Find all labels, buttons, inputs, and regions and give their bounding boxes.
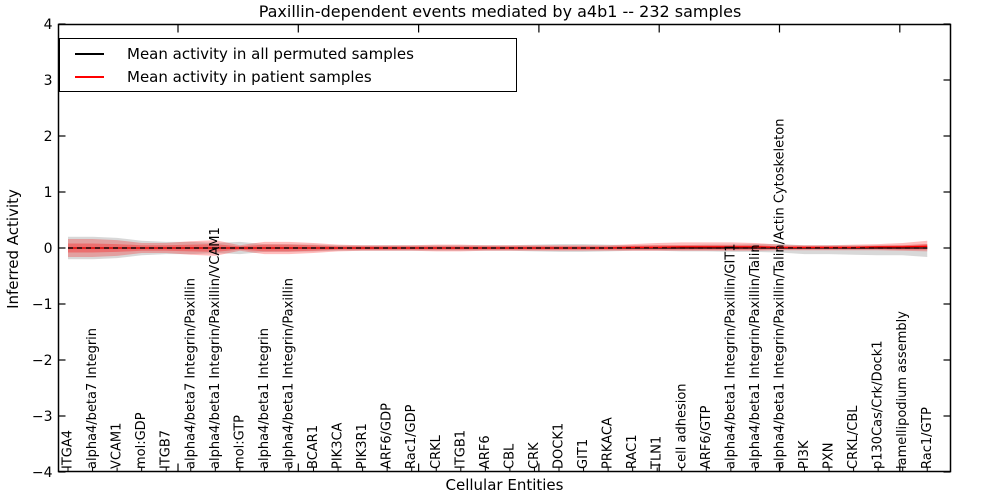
x-category-label: VCAM1 — [110, 423, 125, 469]
permuted-line-sample-icon — [75, 52, 104, 55]
x-category-label: CRKL — [429, 434, 444, 469]
x-category-label: DOCK1 — [552, 423, 567, 469]
x-category-label: Rac1/GDP — [404, 404, 419, 469]
x-category-label: cell adhesion — [674, 383, 689, 469]
chart-title: Paxillin-dependent events mediated by a4… — [258, 2, 742, 21]
x-category-label: PIK3R1 — [355, 423, 370, 469]
series-patient-mean-line — [68, 245, 928, 249]
x-category-label: CRK — [527, 442, 542, 469]
legend-item-permuted: Mean activity in all permuted samples — [60, 45, 516, 63]
y-tick-label: −1 — [32, 297, 53, 313]
x-axis-label: Cellular Entities — [445, 476, 564, 494]
x-category-label: ITGA4 — [61, 430, 76, 469]
x-category-label: RAC1 — [625, 434, 640, 469]
legend-label-patient: Mean activity in patient samples — [127, 67, 372, 86]
x-category-label: lamellipodium assembly — [895, 311, 910, 469]
x-category-label: mol:GTP — [232, 415, 247, 469]
x-category-label: TLN1 — [650, 436, 665, 470]
x-category-label: CRKL/CBL — [846, 405, 861, 469]
legend: Mean activity in all permuted samples Me… — [59, 38, 517, 92]
y-tick-label: 4 — [44, 17, 53, 33]
x-category-label: alpha4/beta7 Integrin — [85, 328, 100, 469]
x-category-label: PIK3CA — [331, 422, 346, 469]
x-category-label: Rac1/GTP — [920, 407, 935, 469]
x-category-label: alpha4/beta1 Integrin/Paxillin/Talin — [748, 244, 763, 469]
y-tick-label: −2 — [32, 353, 53, 369]
x-category-label: PI3K — [797, 440, 812, 469]
y-axis-label: Inferred Activity — [4, 189, 22, 309]
x-category-label: alpha4/beta1 Integrin/Paxillin/Talin/Act… — [772, 119, 787, 469]
x-category-label: CBL — [502, 443, 517, 469]
x-category-label: ITGB7 — [159, 430, 174, 469]
y-tick-label: −3 — [32, 409, 53, 425]
x-category-label: ARF6/GDP — [380, 403, 395, 469]
y-tick-label: 1 — [44, 185, 53, 201]
x-category-label: PXN — [822, 443, 837, 469]
legend-item-patient: Mean activity in patient samples — [60, 68, 516, 86]
legend-label-permuted: Mean activity in all permuted samples — [127, 44, 414, 63]
y-tick-label: 2 — [44, 129, 53, 145]
x-category-label: alpha4/beta1 Integrin — [257, 328, 272, 469]
patient-line-sample-icon — [75, 75, 104, 78]
x-category-label: alpha4/beta1 Integrin/Paxillin/VCAM1 — [208, 227, 223, 469]
x-category-label: ARF6/GTP — [699, 405, 714, 469]
y-tick-label: 3 — [44, 73, 53, 89]
x-category-label: BCAR1 — [306, 425, 321, 469]
x-category-label: ARF6 — [478, 435, 493, 469]
x-category-label: PRKACA — [601, 417, 616, 469]
x-category-label: GIT1 — [576, 439, 591, 469]
x-category-label: p130Cas/Crk/Dock1 — [871, 340, 886, 469]
x-category-label: ITGB1 — [453, 430, 468, 469]
x-category-label: alpha4/beta7 Integrin/Paxillin — [183, 278, 198, 469]
y-tick-label: −4 — [32, 465, 53, 481]
y-tick-label: 0 — [44, 241, 53, 257]
x-category-label: mol:GDP — [134, 412, 149, 469]
x-category-label: alpha4/beta1 Integrin/Paxillin/GIT1 — [723, 243, 738, 469]
x-category-label: alpha4/beta1 Integrin/Paxillin — [281, 278, 296, 469]
